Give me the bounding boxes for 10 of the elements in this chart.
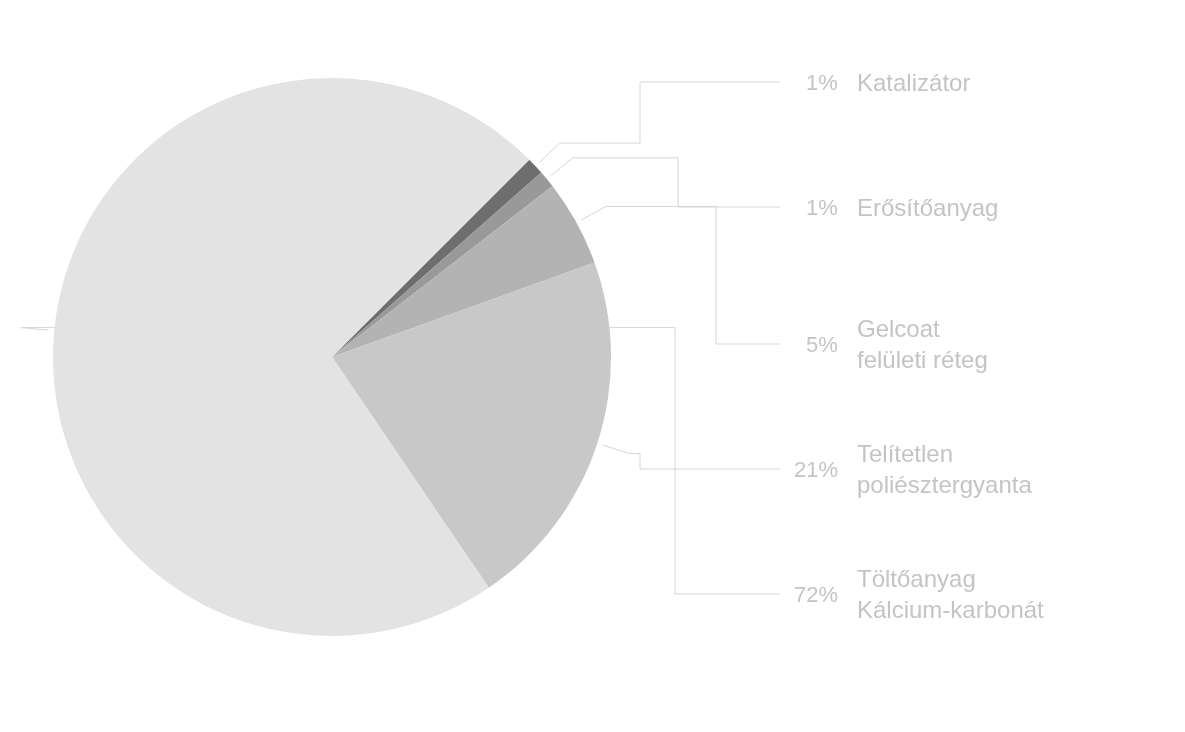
slice-label: Töltőanyag Kálcium-karbonát — [857, 565, 1045, 624]
data-label: 5% — [806, 332, 838, 357]
slice-label: Gelcoat felületi réteg — [857, 315, 988, 374]
data-label: 72% — [794, 582, 839, 607]
data-label: 1% — [806, 195, 838, 220]
slice-label: Katalizátor — [857, 69, 971, 96]
slice-label: Erősítőanyag — [857, 194, 999, 221]
data-label: 21% — [794, 457, 839, 482]
slice-label: Telítetlen poliésztergyanta — [857, 440, 1033, 499]
data-label: 1% — [806, 70, 838, 95]
